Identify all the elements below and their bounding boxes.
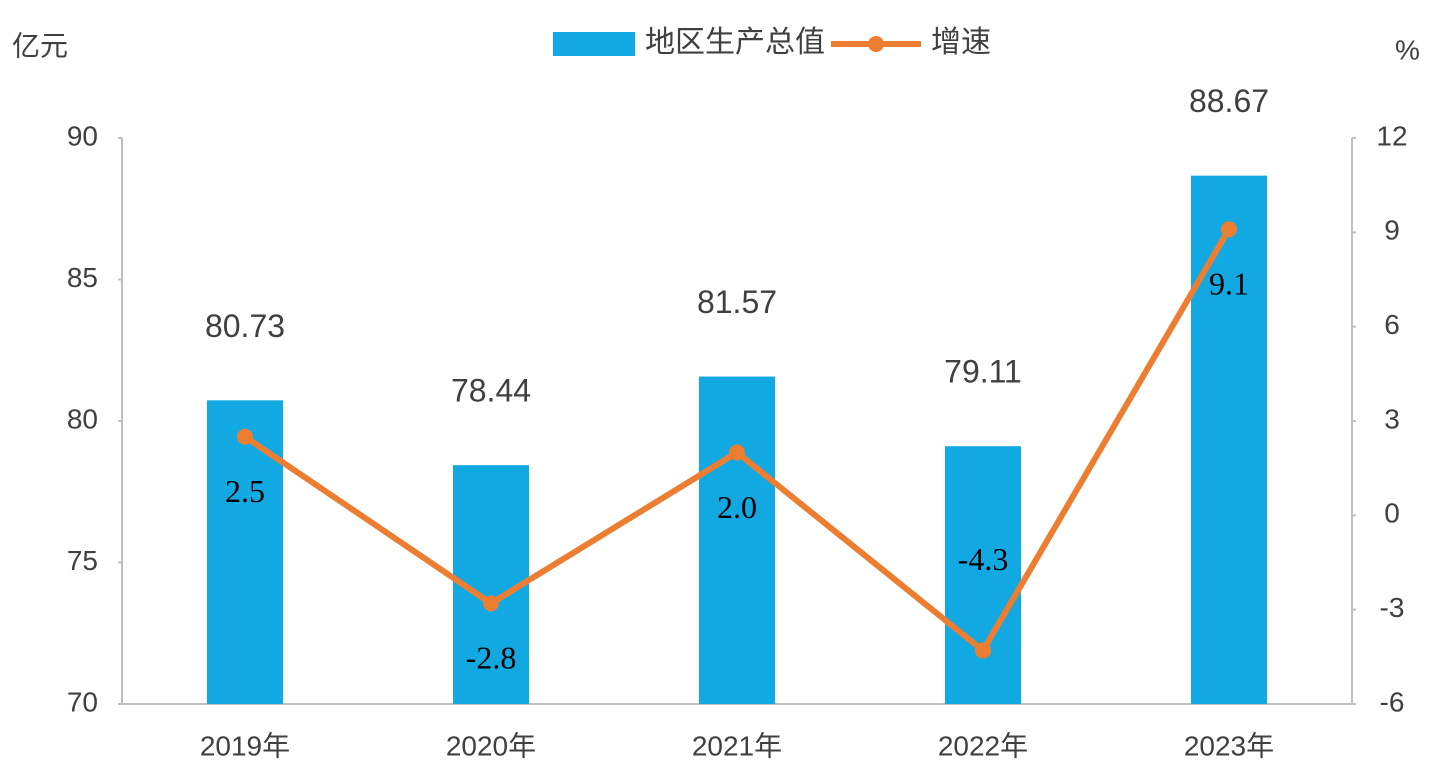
- line-value-label: -2.8: [466, 640, 517, 676]
- bar-value-label: 79.11: [944, 354, 1022, 390]
- legend-label: 地区生产总值: [645, 26, 825, 59]
- y2-tick-label: 9: [1384, 215, 1400, 246]
- y2-tick-label: 3: [1384, 403, 1400, 434]
- x-tick-label: 2022年: [938, 730, 1028, 761]
- y2-tick-label: -6: [1380, 686, 1405, 717]
- y-tick-label: 90: [67, 120, 98, 151]
- line-marker: [483, 595, 499, 612]
- legend-marker: [868, 36, 884, 52]
- line-value-label: 2.5: [225, 473, 265, 509]
- line-value-label: 2.0: [717, 489, 757, 525]
- bar: [699, 376, 775, 704]
- y2-tick-label: -3: [1380, 592, 1405, 623]
- bar: [207, 400, 283, 704]
- y-axis-label: 亿元: [12, 30, 68, 61]
- legend-swatch: [553, 32, 635, 56]
- y2-tick-label: 12: [1376, 120, 1407, 151]
- line-marker: [1221, 221, 1237, 238]
- bar-value-label: 80.73: [205, 308, 285, 344]
- y-tick-label: 85: [67, 262, 98, 293]
- line-value-label: -4.3: [958, 541, 1009, 577]
- bar-value-label: 81.57: [697, 284, 777, 320]
- legend-label: 增速: [931, 26, 991, 59]
- line-marker: [729, 444, 745, 461]
- y2-tick-label: 6: [1384, 309, 1400, 340]
- line-marker: [975, 642, 991, 659]
- x-tick-label: 2020年: [446, 730, 536, 761]
- x-tick-label: 2021年: [692, 730, 782, 761]
- bar-value-label: 88.67: [1189, 83, 1269, 119]
- y2-tick-label: 0: [1384, 498, 1400, 529]
- y-tick-label: 75: [67, 545, 98, 576]
- y-tick-label: 80: [67, 403, 98, 434]
- y-tick-label: 70: [67, 686, 98, 717]
- y2-axis-label: %: [1395, 34, 1420, 65]
- x-tick-label: 2023年: [1184, 730, 1274, 761]
- bar: [945, 446, 1021, 704]
- bar: [1191, 175, 1267, 705]
- x-tick-label: 2019年: [200, 730, 290, 761]
- line-marker: [237, 428, 253, 445]
- line-value-label: 9.1: [1209, 266, 1249, 302]
- bar-value-label: 78.44: [451, 373, 531, 409]
